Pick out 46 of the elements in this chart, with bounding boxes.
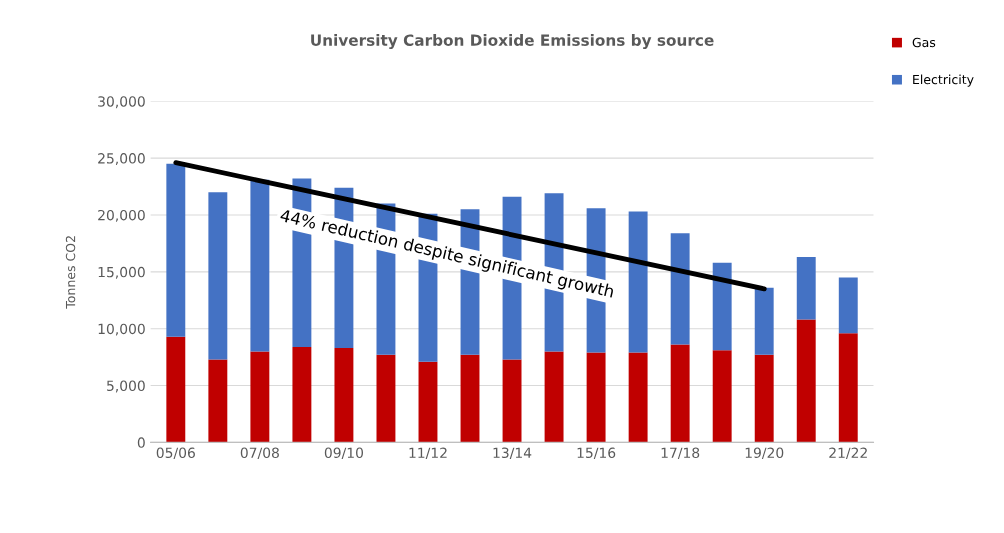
bar [628,352,648,443]
bar [376,354,396,443]
x-tick-label: 13/14 [493,447,532,460]
bar [838,277,858,334]
bar [754,354,774,443]
bar [250,351,270,443]
x-tick-label: 19/20 [745,447,784,460]
legend-label: Electricity [913,74,974,87]
bar [544,351,564,443]
y-axis-title: Tonnes CO2 [65,236,76,309]
bar [670,344,690,443]
bar [334,348,354,443]
x-tick-label: 05/06 [156,447,195,460]
bar [712,350,732,443]
y-tick-label: 20,000 [98,209,145,222]
bar [166,336,186,443]
bar [628,211,648,353]
y-tick-label: 15,000 [98,266,145,279]
bar [292,346,312,443]
y-tick-label: 25,000 [98,153,145,166]
y-tick-label: 5,000 [107,380,145,393]
bar [208,359,228,443]
bar [208,192,228,360]
y-tick-label: 30,000 [98,96,145,109]
y-tick-label: 10,000 [98,323,145,336]
bar [838,333,858,443]
bar [418,361,438,443]
x-tick-label: 17/18 [661,447,700,460]
x-tick-label: 07/08 [240,447,279,460]
bar [670,233,690,345]
bar [166,163,186,337]
x-tick-label: 11/12 [409,447,447,460]
x-tick-label: 15/16 [577,447,616,460]
y-tick-label: 0 [137,437,145,448]
legend-label: Gas [912,37,936,48]
x-tick-label: 21/22 [829,447,867,460]
bar [586,352,606,443]
bar [460,354,480,443]
chart-title: University Carbon Dioxide Emissions by source [311,34,714,50]
bar [250,179,270,352]
bar [754,287,774,355]
bar [796,257,816,320]
x-tick-label: 09/10 [324,447,364,460]
bar [712,262,732,351]
bar [796,319,816,443]
bar [502,359,522,443]
